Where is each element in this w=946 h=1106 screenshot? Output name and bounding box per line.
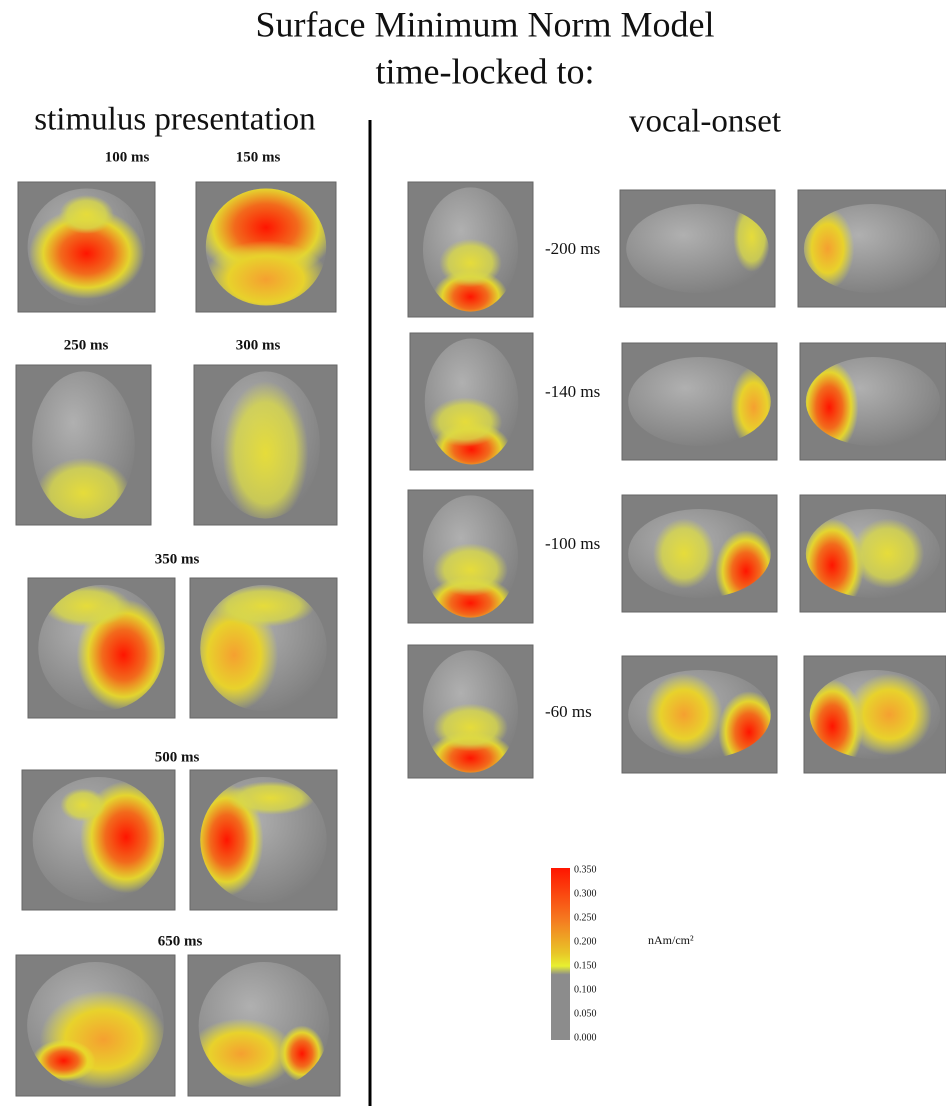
activity-blob bbox=[200, 599, 279, 711]
time-label: 650 ms bbox=[158, 933, 203, 949]
activity-blob bbox=[226, 781, 315, 815]
activity-blob bbox=[846, 673, 932, 756]
time-label: 150 ms bbox=[236, 149, 281, 165]
time-label: 100 ms bbox=[105, 149, 150, 165]
brain-panel bbox=[189, 577, 338, 719]
brain bbox=[626, 204, 769, 293]
activity-blob bbox=[28, 208, 145, 299]
title: Surface Minimum Norm Model bbox=[256, 4, 715, 44]
activity-blob bbox=[59, 195, 114, 234]
brain-panel bbox=[799, 342, 946, 461]
brain-panel bbox=[195, 181, 337, 313]
colorbar-tick-label: 0.350 bbox=[574, 864, 597, 875]
brain-panel bbox=[621, 655, 778, 774]
time-label: 250 ms bbox=[64, 337, 109, 353]
brain-panel bbox=[621, 494, 778, 613]
activity bbox=[200, 585, 315, 711]
brain-panel bbox=[21, 769, 176, 911]
time-label: 500 ms bbox=[155, 749, 200, 765]
activity-blob bbox=[428, 397, 503, 447]
brain-panel bbox=[797, 189, 946, 308]
activity bbox=[200, 781, 315, 896]
activity bbox=[42, 585, 165, 711]
activity-blob bbox=[76, 599, 165, 711]
colorbar-ticks: 0.350 0.300 0.250 0.200 0.150 0.100 0.050 0.000 bbox=[574, 864, 597, 1043]
colorbar-tick-label: 0.100 bbox=[574, 984, 597, 995]
right-heading: vocal-onset bbox=[629, 104, 781, 140]
brain-panel bbox=[189, 769, 338, 911]
colorbar-tick-label: 0.300 bbox=[574, 888, 597, 899]
brain-panel bbox=[15, 364, 152, 526]
left-heading: stimulus presentation bbox=[34, 102, 315, 138]
brain-panel bbox=[803, 655, 946, 774]
brain-panel bbox=[407, 489, 534, 624]
subtitle: time-locked to: bbox=[376, 51, 595, 91]
brain-panel bbox=[17, 181, 156, 313]
colorbar-tick-label: 0.150 bbox=[574, 960, 597, 971]
activity-blob bbox=[60, 788, 107, 822]
colorbar-unit: nAm/cm² bbox=[648, 933, 694, 947]
brain-panel bbox=[799, 494, 946, 613]
time-label: 300 ms bbox=[236, 337, 281, 353]
colorbar-tick-label: 0.000 bbox=[574, 1032, 597, 1043]
time-label: -200 ms bbox=[545, 239, 600, 258]
activity-blob bbox=[645, 673, 723, 756]
activity-blob bbox=[433, 703, 508, 752]
brain-panel bbox=[193, 364, 338, 526]
colorbar-tick-label: 0.200 bbox=[574, 936, 597, 947]
brain-panel bbox=[15, 954, 176, 1097]
activity bbox=[28, 195, 145, 299]
time-label: -60 ms bbox=[545, 702, 592, 721]
activity-blob bbox=[803, 207, 855, 290]
activity bbox=[805, 518, 925, 598]
colorbar bbox=[551, 868, 570, 1040]
activity-blob bbox=[433, 543, 508, 597]
activity bbox=[60, 781, 165, 894]
colorbar-tick-label: 0.050 bbox=[574, 1008, 597, 1019]
time-label: -140 ms bbox=[545, 382, 600, 401]
brain-panel bbox=[187, 954, 341, 1097]
brain-panel bbox=[407, 181, 534, 318]
brain-panel bbox=[407, 644, 534, 779]
brain-panel bbox=[621, 342, 778, 461]
activity bbox=[803, 207, 855, 290]
activity-blob bbox=[851, 518, 925, 589]
brain-panel bbox=[27, 577, 176, 719]
activity-blob bbox=[653, 518, 715, 589]
colorbar-tick-label: 0.250 bbox=[574, 912, 597, 923]
activity bbox=[222, 381, 309, 519]
time-label: 350 ms bbox=[155, 551, 200, 567]
brain-panel bbox=[409, 332, 534, 471]
brain-panel bbox=[619, 189, 776, 308]
activity-blob bbox=[200, 784, 264, 896]
activity-blob bbox=[439, 238, 502, 288]
time-label: -100 ms bbox=[545, 534, 600, 553]
brain-panels bbox=[15, 181, 946, 1097]
activity-blob bbox=[212, 585, 315, 627]
activity-blob bbox=[222, 381, 309, 519]
